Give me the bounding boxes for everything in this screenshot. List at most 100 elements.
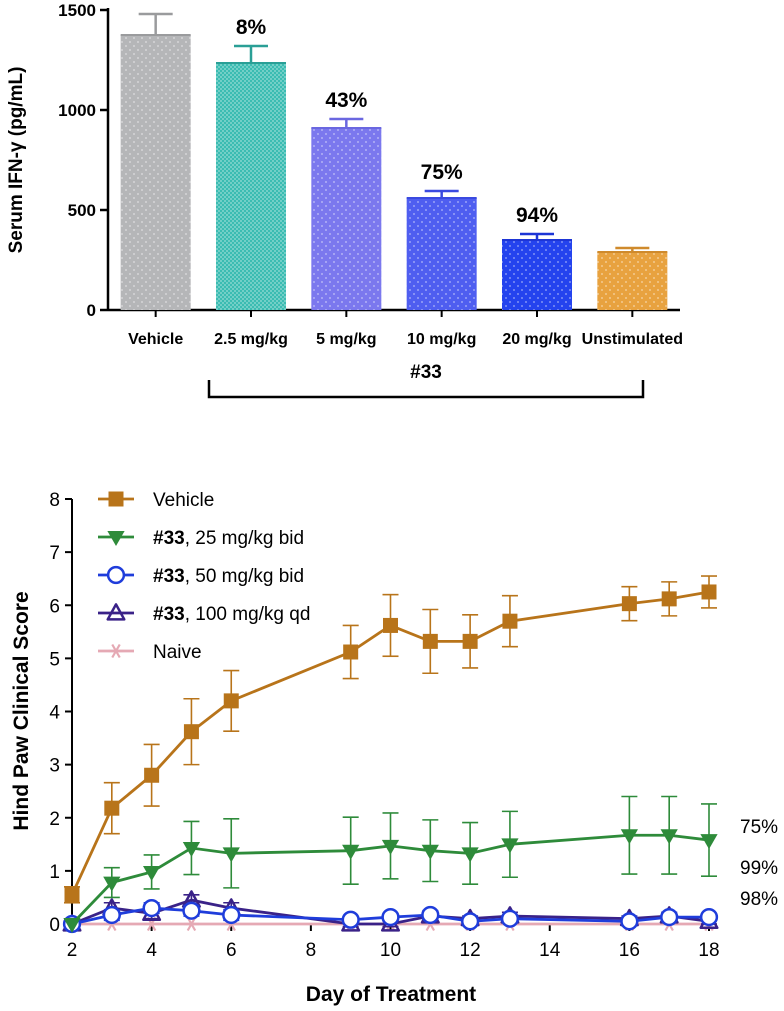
line-xtick-label: 14	[539, 940, 561, 961]
bar-category-label: 2.5 mg/kg	[214, 331, 288, 348]
data-point	[144, 767, 160, 783]
bar-texture	[597, 252, 668, 310]
legend-bold-prefix: #33	[153, 604, 185, 625]
data-point	[381, 907, 400, 927]
bar-chart: 0 500 1000 1500 8% 43% 75% 94% Vehicle 2.5 mg/k…	[6, 1, 683, 399]
asterisk-stroke	[186, 916, 197, 932]
line-xtick-label: 2	[67, 940, 78, 961]
data-point	[462, 633, 478, 649]
bar-ytick-label: 1500	[58, 1, 96, 20]
data-point	[660, 829, 678, 845]
data-point	[142, 898, 161, 918]
data-point	[699, 907, 719, 927]
data-point	[620, 829, 638, 845]
line-xtick-label: 8	[306, 940, 317, 961]
data-point	[103, 876, 121, 892]
line-ytick-label: 1	[49, 862, 60, 883]
bracket-label: #33	[410, 362, 442, 383]
data-point	[700, 834, 718, 850]
data-point	[500, 909, 520, 928]
data-point	[106, 603, 126, 621]
bar-category-label: Unstimulated	[582, 331, 683, 348]
end-percent-label: 99%	[740, 858, 778, 879]
data-point	[223, 693, 239, 709]
legend-entry: Vehicle	[153, 490, 214, 511]
data-point	[660, 907, 679, 927]
data-point	[222, 905, 241, 925]
line-xtick-label: 4	[146, 940, 157, 961]
legend-bold-prefix: #33	[153, 528, 185, 549]
bar-texture	[406, 198, 477, 310]
data-point	[701, 584, 717, 600]
bar-texture	[120, 35, 191, 310]
data-point	[422, 633, 438, 649]
line-y-axis-label: Hind Paw Clinical Score	[10, 591, 33, 830]
data-point	[182, 842, 201, 858]
data-point	[102, 905, 121, 925]
bar-texture	[311, 128, 382, 310]
bar-texture	[502, 240, 572, 310]
legend-label: Naive	[153, 642, 202, 663]
line-xtick-label: 6	[226, 940, 237, 961]
bar-y-axis-label: Serum IFN-γ (pg/mL)	[6, 67, 27, 254]
data-point	[383, 617, 398, 633]
bar-category-label: 10 mg/kg	[407, 331, 476, 348]
bar-percent-label: 75%	[421, 161, 463, 184]
data-point	[661, 591, 677, 607]
legend-label: , 100 mg/kg qd	[185, 604, 311, 625]
data-point	[222, 847, 240, 863]
data-point	[106, 565, 126, 585]
line-xtick-label: 18	[698, 940, 719, 961]
data-point	[620, 912, 639, 931]
line-ytick-label: 7	[49, 543, 60, 564]
bracket-33	[207, 380, 645, 399]
asterisk-stroke	[111, 643, 121, 659]
legend-entry: #33, 50 mg/kg bid	[153, 566, 304, 587]
legend-label: , 25 mg/kg bid	[185, 528, 304, 549]
bar-category-label: Vehicle	[128, 331, 183, 348]
line-ytick-label: 6	[49, 596, 60, 617]
legend-entry: #33, 25 mg/kg bid	[153, 528, 304, 549]
data-point	[381, 839, 400, 855]
data-point	[343, 644, 359, 660]
data-point	[183, 916, 199, 932]
data-point	[108, 643, 124, 659]
line-xtick-label: 10	[380, 940, 401, 961]
line-ytick-label: 4	[49, 703, 60, 724]
data-point	[501, 838, 519, 854]
bar-ytick-label: 0	[87, 301, 96, 320]
data-point	[63, 918, 81, 933]
data-point	[421, 905, 440, 925]
series-0	[64, 575, 717, 904]
legend-bold-prefix: #33	[153, 566, 185, 587]
bar-category-label: 5 mg/kg	[316, 331, 376, 348]
line-x-axis-label: Day of Treatment	[306, 983, 476, 1006]
data-point	[143, 865, 161, 881]
legend-entry: Naive	[153, 642, 202, 663]
bar-ytick-label: 1000	[58, 101, 96, 120]
data-point	[421, 844, 439, 860]
data-point	[64, 887, 80, 903]
data-point	[621, 596, 637, 612]
legend-entry: #33, 100 mg/kg qd	[153, 604, 310, 625]
data-point	[182, 901, 201, 920]
data-point	[104, 800, 120, 816]
bar-percent-label: 43%	[325, 89, 367, 112]
data-point	[461, 847, 479, 863]
line-xtick-label: 12	[460, 940, 481, 961]
series-1	[63, 795, 718, 933]
data-point	[461, 912, 480, 931]
data-point	[183, 724, 199, 740]
bar-texture	[216, 63, 286, 310]
data-point	[342, 844, 360, 860]
data-point	[341, 910, 360, 929]
end-percent-label: 98%	[740, 889, 778, 910]
bar-percent-label: 94%	[516, 204, 558, 227]
line-xtick-label: 16	[619, 940, 640, 961]
line-ytick-label: 0	[49, 915, 60, 936]
end-percent-label: 75%	[740, 817, 778, 838]
data-point	[108, 491, 124, 507]
line-ytick-label: 3	[49, 756, 60, 777]
